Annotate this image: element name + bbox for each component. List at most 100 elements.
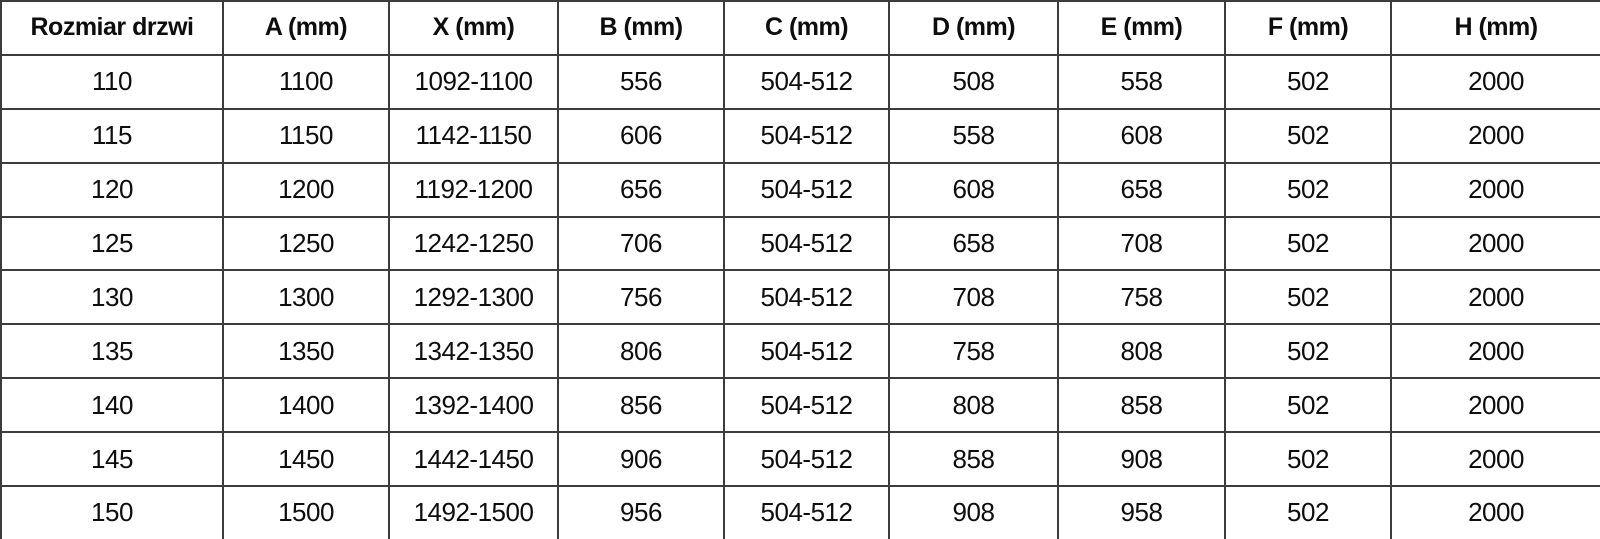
table-cell: 658 xyxy=(888,215,1059,272)
table-cell: 150 xyxy=(0,485,224,539)
table-cell: 658 xyxy=(1057,161,1226,218)
table-cell: 1092-1100 xyxy=(388,53,559,110)
table-cell: 2000 xyxy=(1390,323,1600,380)
table-cell: 504-512 xyxy=(723,431,890,488)
table-cell: 504-512 xyxy=(723,377,890,434)
table-cell: 140 xyxy=(0,377,224,434)
table-cell: 858 xyxy=(888,431,1059,488)
table-cell: 906 xyxy=(557,431,725,488)
table-cell: 856 xyxy=(557,377,725,434)
table-cell: 2000 xyxy=(1390,215,1600,272)
table-cell: 708 xyxy=(888,269,1059,326)
table-cell: 110 xyxy=(0,53,224,110)
table-cell: 1392-1400 xyxy=(388,377,559,434)
column-header: F (mm) xyxy=(1224,0,1392,56)
table-cell: 908 xyxy=(1057,431,1226,488)
table-row: 110 1100 1092-1100 556 504-512 508 558 502 2000 xyxy=(0,53,1600,110)
table-row: 150 1500 1492-1500 956 504-512 908 958 502 2000 xyxy=(0,485,1600,539)
table-cell: 145 xyxy=(0,431,224,488)
table-cell: 958 xyxy=(1057,485,1226,539)
column-header: C (mm) xyxy=(723,0,890,56)
column-header: A (mm) xyxy=(222,0,390,56)
table-cell: 1292-1300 xyxy=(388,269,559,326)
table-cell: 2000 xyxy=(1390,161,1600,218)
table-cell: 502 xyxy=(1224,485,1392,539)
table-cell: 608 xyxy=(1057,107,1226,164)
table-cell: 135 xyxy=(0,323,224,380)
table-cell: 2000 xyxy=(1390,431,1600,488)
column-header: D (mm) xyxy=(888,0,1059,56)
table-cell: 606 xyxy=(557,107,725,164)
table-cell: 2000 xyxy=(1390,377,1600,434)
column-header: E (mm) xyxy=(1057,0,1226,56)
table-cell: 858 xyxy=(1057,377,1226,434)
table-cell: 556 xyxy=(557,53,725,110)
column-header: B (mm) xyxy=(557,0,725,56)
table-cell: 504-512 xyxy=(723,53,890,110)
table-cell: 706 xyxy=(557,215,725,272)
table-cell: 1342-1350 xyxy=(388,323,559,380)
table-cell: 120 xyxy=(0,161,224,218)
table-cell: 502 xyxy=(1224,161,1392,218)
table-cell: 1442-1450 xyxy=(388,431,559,488)
table-cell: 504-512 xyxy=(723,215,890,272)
table-cell: 502 xyxy=(1224,431,1392,488)
table-cell: 125 xyxy=(0,215,224,272)
table-cell: 2000 xyxy=(1390,485,1600,539)
table-cell: 504-512 xyxy=(723,161,890,218)
table-body: 110 1100 1092-1100 556 504-512 508 558 502 2000 1… xyxy=(0,53,1600,539)
column-header: Rozmiar drzwi xyxy=(0,0,224,56)
table-cell: 1500 xyxy=(222,485,390,539)
header-row: Rozmiar drzwi A (mm) X (mm) B (mm) C (mm) D (… xyxy=(0,0,1600,56)
table-cell: 504-512 xyxy=(723,323,890,380)
column-header: X (mm) xyxy=(388,0,559,56)
table-cell: 504-512 xyxy=(723,107,890,164)
column-header: H (mm) xyxy=(1390,0,1600,56)
table-cell: 1350 xyxy=(222,323,390,380)
table-cell: 1142-1150 xyxy=(388,107,559,164)
table-cell: 1450 xyxy=(222,431,390,488)
table-cell: 558 xyxy=(888,107,1059,164)
table-row: 120 1200 1192-1200 656 504-512 608 658 502 2000 xyxy=(0,161,1600,218)
table-cell: 1250 xyxy=(222,215,390,272)
table-cell: 502 xyxy=(1224,377,1392,434)
table-cell: 502 xyxy=(1224,215,1392,272)
table-cell: 808 xyxy=(888,377,1059,434)
table-cell: 758 xyxy=(888,323,1059,380)
table-cell: 502 xyxy=(1224,269,1392,326)
table-cell: 1400 xyxy=(222,377,390,434)
table-cell: 956 xyxy=(557,485,725,539)
table-cell: 1242-1250 xyxy=(388,215,559,272)
table-cell: 558 xyxy=(1057,53,1226,110)
table-cell: 115 xyxy=(0,107,224,164)
table-row: 125 1250 1242-1250 706 504-512 658 708 502 2000 xyxy=(0,215,1600,272)
table-cell: 504-512 xyxy=(723,269,890,326)
table-cell: 656 xyxy=(557,161,725,218)
table-row: 130 1300 1292-1300 756 504-512 708 758 502 2000 xyxy=(0,269,1600,326)
table-cell: 502 xyxy=(1224,323,1392,380)
table-cell: 1200 xyxy=(222,161,390,218)
table-cell: 756 xyxy=(557,269,725,326)
table-cell: 504-512 xyxy=(723,485,890,539)
table-cell: 1150 xyxy=(222,107,390,164)
table-cell: 608 xyxy=(888,161,1059,218)
table-cell: 708 xyxy=(1057,215,1226,272)
table-cell: 1100 xyxy=(222,53,390,110)
table-row: 115 1150 1142-1150 606 504-512 558 608 502 2000 xyxy=(0,107,1600,164)
table-cell: 2000 xyxy=(1390,53,1600,110)
table-row: 140 1400 1392-1400 856 504-512 808 858 502 2000 xyxy=(0,377,1600,434)
table-cell: 758 xyxy=(1057,269,1226,326)
table-cell: 1192-1200 xyxy=(388,161,559,218)
table-cell: 808 xyxy=(1057,323,1226,380)
table-row: 145 1450 1442-1450 906 504-512 858 908 502 2000 xyxy=(0,431,1600,488)
table-cell: 806 xyxy=(557,323,725,380)
table-cell: 130 xyxy=(0,269,224,326)
table-cell: 2000 xyxy=(1390,269,1600,326)
table-cell: 502 xyxy=(1224,53,1392,110)
table-row: 135 1350 1342-1350 806 504-512 758 808 502 2000 xyxy=(0,323,1600,380)
table-cell: 1300 xyxy=(222,269,390,326)
table-cell: 908 xyxy=(888,485,1059,539)
table-cell: 1492-1500 xyxy=(388,485,559,539)
table-cell: 508 xyxy=(888,53,1059,110)
